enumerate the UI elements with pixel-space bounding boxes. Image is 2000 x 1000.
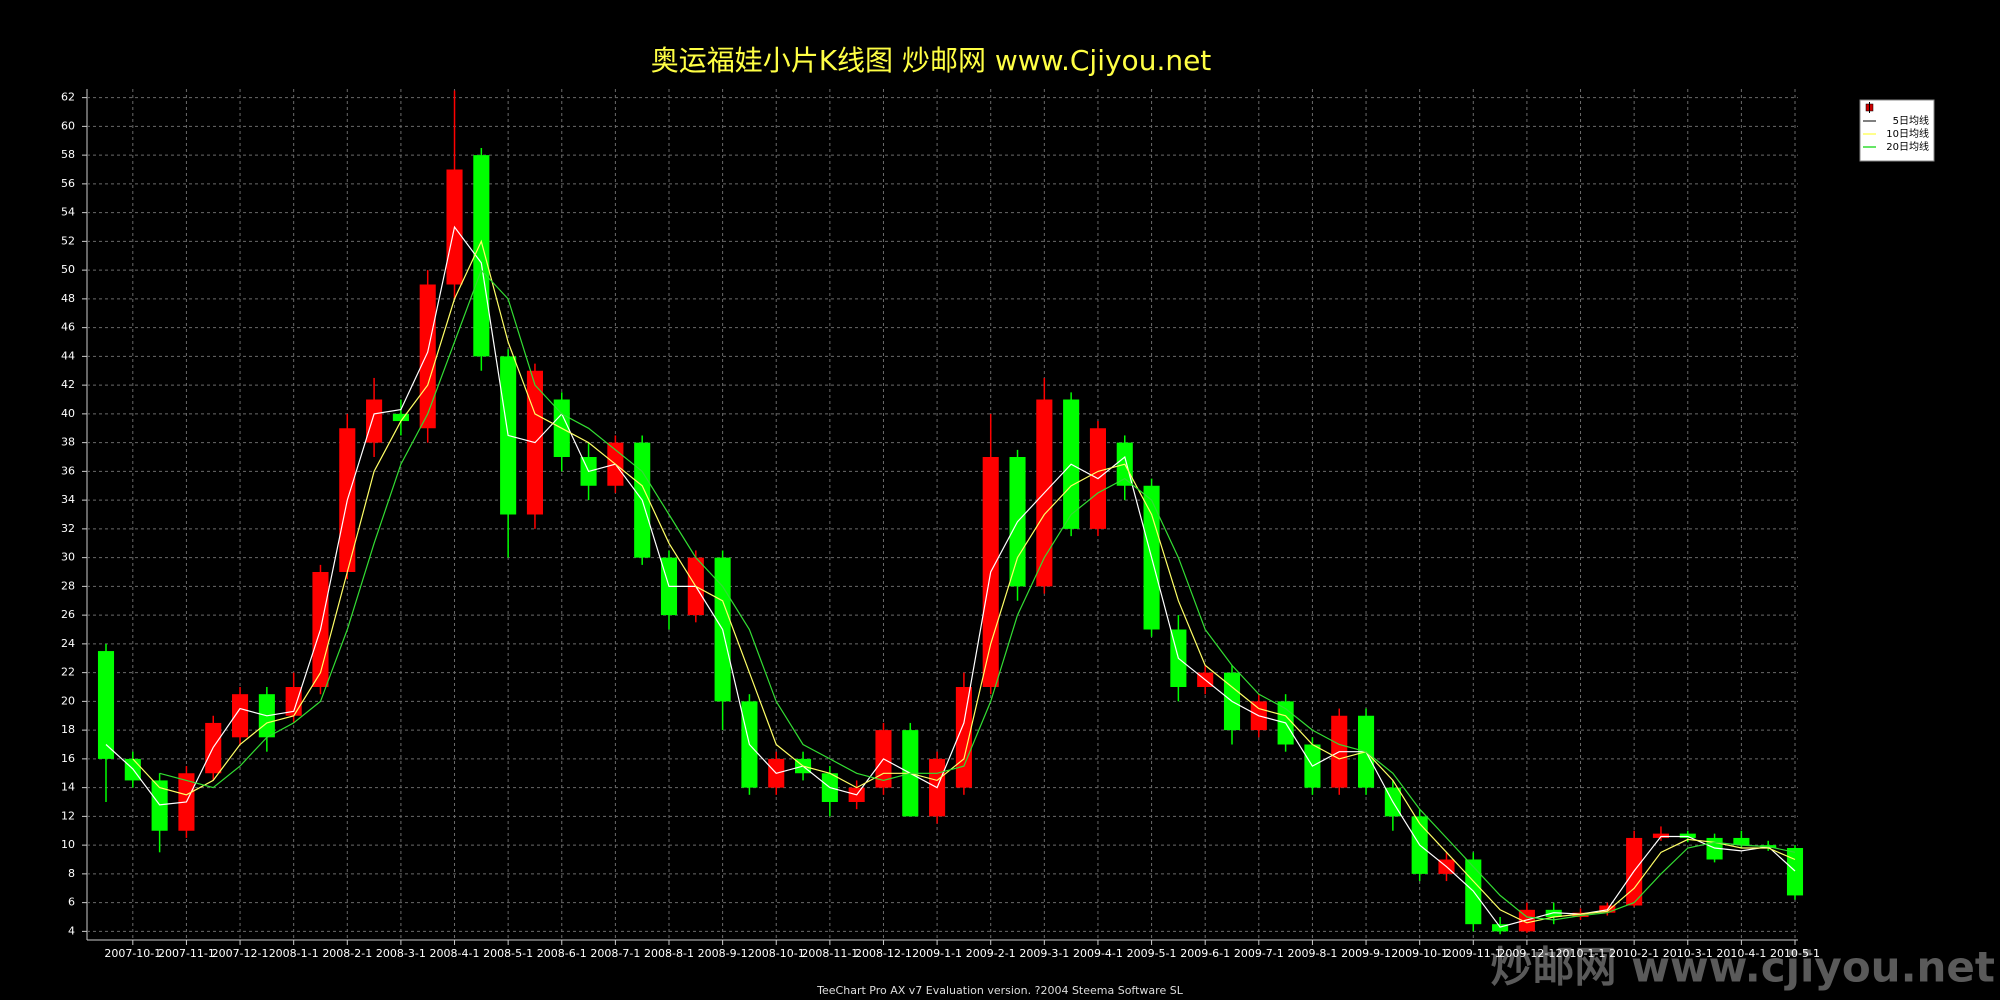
y-tick-label: 42	[61, 378, 75, 391]
candle-body	[1733, 837, 1750, 846]
x-tick-label: 2008-1-1	[269, 947, 319, 960]
candle-body	[366, 399, 383, 443]
y-tick-label: 54	[61, 206, 75, 219]
candle-body	[1786, 848, 1804, 896]
footer: TeeChart Pro AX v7 Evaluation version. ?…	[816, 984, 1184, 997]
candle-body	[392, 413, 409, 422]
x-tick-label: 2009-5-1	[1127, 947, 1177, 960]
y-tick-label: 32	[61, 522, 75, 535]
y-tick-label: 24	[61, 637, 75, 650]
x-tick-label: 2009-8-1	[1287, 947, 1337, 960]
x-tick-label: 2007-10-1	[104, 947, 161, 960]
y-tick-label: 26	[61, 608, 75, 621]
y-tick-label: 56	[61, 177, 75, 190]
x-tick-label: 2009-7-1	[1234, 947, 1284, 960]
y-tick-label: 50	[61, 263, 75, 276]
legend-label: 10日均线	[1886, 127, 1929, 140]
candle-body	[1492, 924, 1509, 932]
y-tick-label: 48	[61, 292, 75, 305]
ma-line	[132, 239, 1796, 924]
x-tick-label: 2008-12-1	[855, 947, 912, 960]
legend-label: 20日均线	[1886, 140, 1929, 153]
x-tick-label: 2008-8-1	[644, 947, 694, 960]
x-tick-label: 2008-11-1	[801, 947, 858, 960]
candle-body	[1652, 833, 1669, 838]
candle-body	[1545, 909, 1562, 917]
x-tick-label: 2009-11-1	[1445, 947, 1502, 960]
x-tick-label: 2007-11-1	[158, 947, 215, 960]
candle-body	[1572, 912, 1589, 917]
y-tick-label: 4	[68, 924, 75, 937]
y-tick-label: 62	[61, 91, 75, 104]
x-tick-label: 2009-1-1	[912, 947, 962, 960]
y-tick-label: 36	[61, 464, 75, 477]
y-tick-label: 28	[61, 579, 75, 592]
y-tick-label: 10	[61, 838, 75, 851]
x-tick-label: 2008-6-1	[537, 947, 587, 960]
y-tick-label: 12	[61, 809, 75, 822]
y-tick-label: 22	[61, 666, 75, 679]
candle-body	[419, 284, 436, 429]
x-tick-label: 2010-5-1	[1770, 947, 1820, 960]
candle-body	[232, 694, 249, 738]
candle-body	[1679, 833, 1696, 838]
x-tick-label: 2008-2-1	[322, 947, 372, 960]
y-tick-label: 6	[68, 896, 75, 909]
x-tick-label: 2008-9-1	[698, 947, 748, 960]
y-tick-label: 20	[61, 694, 75, 707]
x-tick-label: 2008-7-1	[590, 947, 640, 960]
candle-body	[1518, 909, 1535, 932]
x-tick-label: 2009-6-1	[1180, 947, 1230, 960]
watermark: 炒邮网 www.cjiyou.net	[1490, 943, 1995, 992]
x-tick-label: 2009-3-1	[1019, 947, 1069, 960]
legend-label: 5日均线	[1893, 114, 1929, 127]
y-tick-label: 8	[68, 867, 75, 880]
chart-title: 奥运福娃小片K线图 炒邮网 www.Cjiyou.net	[651, 44, 1212, 77]
x-tick-label: 2009-10-1	[1391, 947, 1448, 960]
x-tick-label: 2010-1-1	[1556, 947, 1606, 960]
candle-body	[97, 651, 115, 759]
ma-line	[105, 225, 1796, 928]
y-tick-label: 40	[61, 407, 75, 420]
x-tick-label: 2009-9-1	[1341, 947, 1391, 960]
x-tick-label: 2008-10-1	[748, 947, 805, 960]
y-tick-label: 16	[61, 752, 75, 765]
y-tick-label: 18	[61, 723, 75, 736]
y-tick-label: 34	[61, 493, 75, 506]
x-tick-label: 2009-4-1	[1073, 947, 1123, 960]
ma-line	[159, 268, 1796, 921]
y-tick-label: 14	[61, 781, 75, 794]
y-tick-label: 38	[61, 436, 75, 449]
x-tick-label: 2010-4-1	[1716, 947, 1766, 960]
candle-body	[473, 155, 490, 357]
x-tick-label: 2008-5-1	[483, 947, 533, 960]
y-tick-label: 58	[61, 148, 75, 161]
y-tick-label: 44	[61, 349, 75, 362]
y-tick-label: 52	[61, 234, 75, 247]
x-tick-label: 2010-2-1	[1609, 947, 1659, 960]
y-tick-label: 60	[61, 119, 75, 132]
y-tick-label: 46	[61, 321, 75, 334]
x-tick-label: 2008-4-1	[430, 947, 480, 960]
x-tick-label: 2007-12-1	[212, 947, 269, 960]
x-tick-label: 2009-12-1	[1498, 947, 1555, 960]
y-tick-label: 30	[61, 551, 75, 564]
x-tick-label: 2010-3-1	[1663, 947, 1713, 960]
candle-body	[151, 780, 168, 831]
x-tick-label: 2008-3-1	[376, 947, 426, 960]
x-tick-label: 2009-2-1	[966, 947, 1016, 960]
